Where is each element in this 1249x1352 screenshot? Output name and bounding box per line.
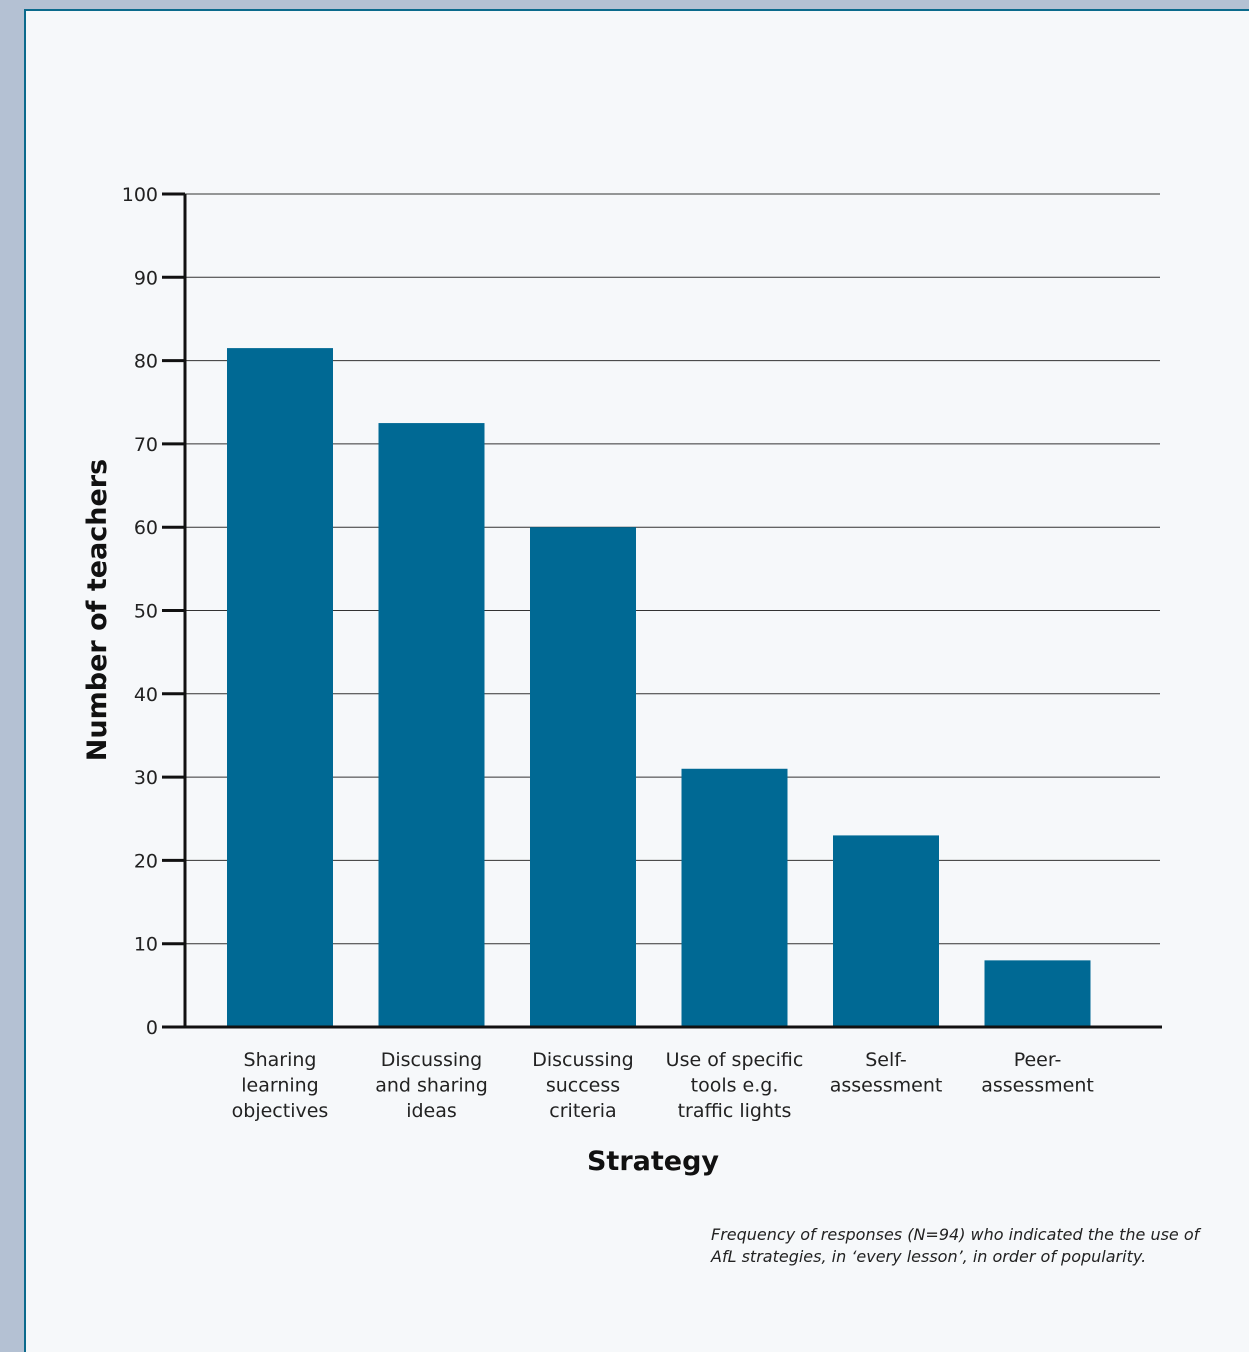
x-category-label-line: Discussing <box>532 1049 633 1071</box>
bar <box>984 960 1091 1027</box>
x-category-label: Use of specific tools e.g. traffic lights <box>666 1049 804 1122</box>
x-category-labels: Sharing learning objectives Discussing and s… <box>232 1049 1094 1122</box>
y-ticks: 0 10 20 30 40 50 60 70 80 90 100 <box>122 184 185 1039</box>
x-category-label-line: learning <box>241 1075 319 1097</box>
caption-line-1: Frequency of responses (N=94) who indica… <box>711 1225 1200 1244</box>
x-category-label-line: traffic lights <box>678 1100 792 1122</box>
gridlines <box>185 193 1160 945</box>
x-category-label-line: Sharing <box>244 1049 317 1071</box>
x-category-label-line: Self- <box>865 1049 907 1071</box>
bar <box>530 527 636 1027</box>
bar <box>378 423 485 1027</box>
caption-line-2: AfL strategies, in ‘every lesson’, in or… <box>711 1247 1147 1266</box>
x-category-label-line: assessment <box>981 1075 1094 1097</box>
y-tick-label: 60 <box>134 517 158 539</box>
figure-caption: Frequency of responses (N=94) who indica… <box>711 1224 1231 1268</box>
x-category-label: Discussing success criteria <box>532 1049 633 1122</box>
x-category-label-line: assessment <box>830 1075 943 1097</box>
y-axis-title: Number of teachers <box>82 459 113 761</box>
x-category-label-line: Discussing <box>381 1049 482 1071</box>
y-tick-label: 50 <box>134 601 158 623</box>
x-category-label: Peer-assessment <box>981 1049 1094 1097</box>
x-category-label: Discussing and sharing ideas <box>375 1049 488 1122</box>
bars <box>227 348 1091 1028</box>
x-category-label-line: success <box>546 1075 620 1097</box>
y-tick-label: 10 <box>134 934 158 956</box>
y-tick-label: 40 <box>134 684 158 706</box>
x-category-label-line: Use of specific <box>666 1049 804 1071</box>
x-category-label: Self-assessment <box>830 1049 943 1097</box>
x-category-label-line: objectives <box>232 1100 329 1122</box>
x-category-label-line: tools e.g. <box>691 1075 779 1097</box>
bar <box>833 835 939 1027</box>
x-category-label: Sharing learning objectives <box>232 1049 329 1122</box>
y-tick-label: 90 <box>134 267 158 289</box>
y-tick-label: 70 <box>134 434 158 456</box>
y-tick-label: 0 <box>146 1017 158 1039</box>
x-category-label-line: criteria <box>549 1100 616 1122</box>
y-tick-label: 100 <box>122 184 158 206</box>
x-category-label-line: Peer- <box>1014 1049 1062 1071</box>
bar <box>681 768 788 1027</box>
x-axis-title: Strategy <box>587 1146 719 1177</box>
x-category-label-line: ideas <box>406 1100 457 1122</box>
x-category-label-line: and sharing <box>375 1075 488 1097</box>
y-tick-label: 30 <box>134 767 158 789</box>
y-tick-label: 80 <box>134 351 158 373</box>
bar <box>227 348 333 1028</box>
y-tick-label: 20 <box>134 850 158 872</box>
